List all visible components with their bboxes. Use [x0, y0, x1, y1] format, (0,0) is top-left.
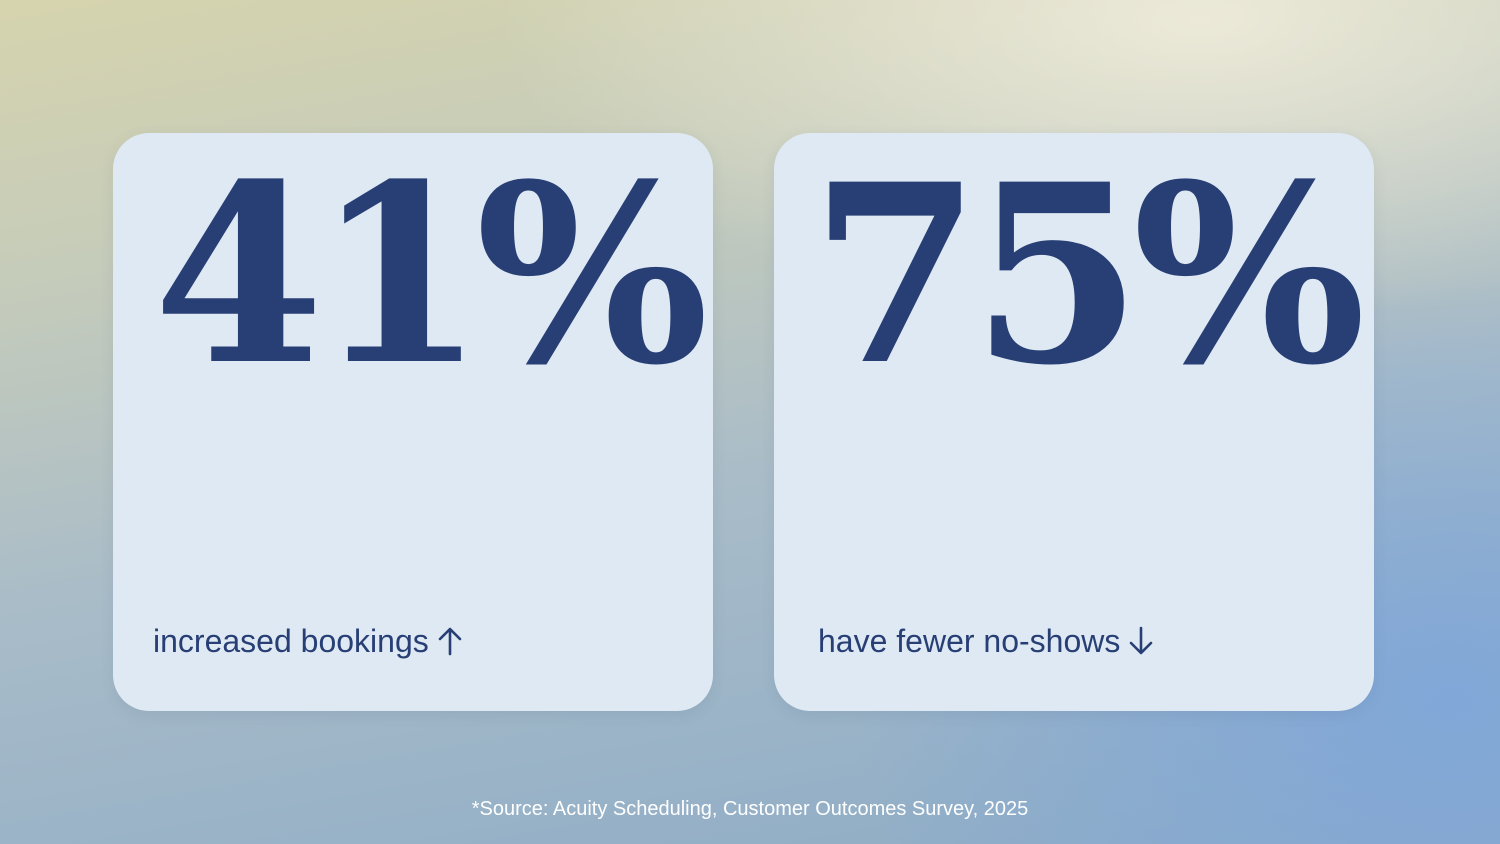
stat-label-row: increased bookings	[153, 621, 463, 665]
source-footnote: *Source: Acuity Scheduling, Customer Out…	[471, 798, 1029, 820]
stat-value: 41%	[153, 131, 709, 420]
arrow-down-icon	[1128, 625, 1154, 665]
stat-card-bookings: 41% increased bookings	[113, 133, 713, 711]
stat-label: have fewer no-shows	[818, 623, 1121, 659]
stat-card-no-shows: 75% have fewer no-shows	[774, 133, 1374, 711]
stat-label-row: have fewer no-shows	[818, 621, 1154, 665]
stat-label: increased bookings	[153, 623, 429, 659]
arrow-up-icon	[437, 625, 463, 665]
stat-value: 75%	[810, 131, 1366, 420]
